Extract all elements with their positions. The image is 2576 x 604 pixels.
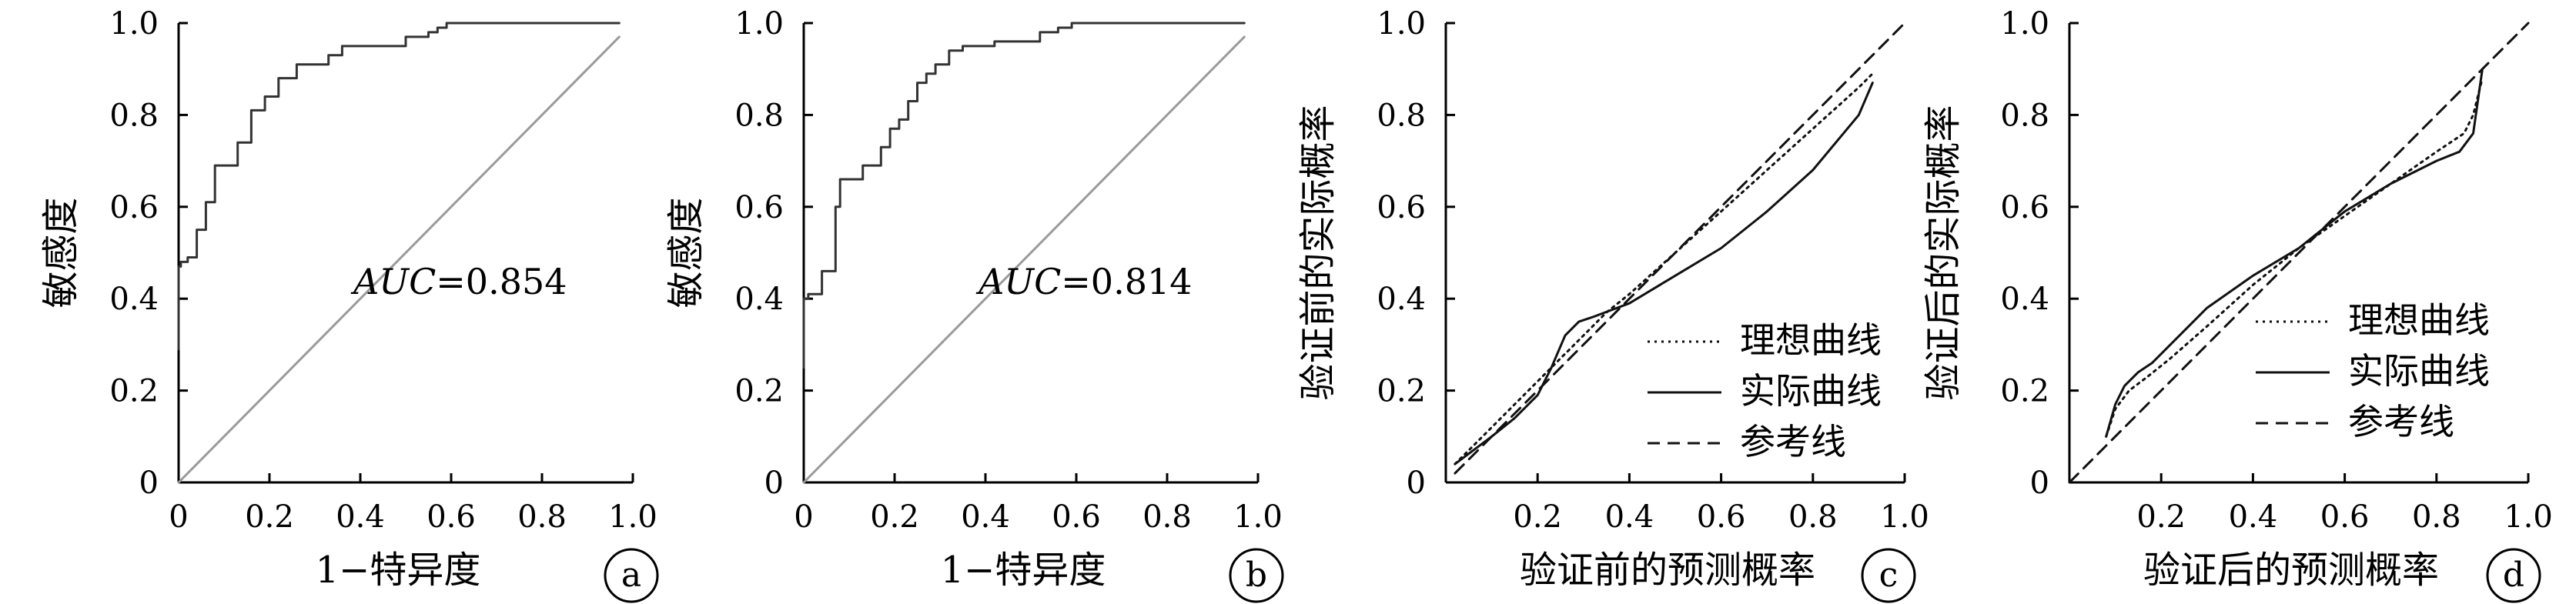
chart-panel-b: 0 0.2 0.4 0.6 0.8 1.0 0 0.2 0.4 0.6 0.8 1.0 1−特异度 敏感度… — [664, 6, 1284, 603]
panel-badge-letter: a — [621, 556, 641, 595]
x-tick-label: 0.4 — [2229, 499, 2278, 535]
y-tick-label: 0.8 — [1377, 98, 1426, 133]
x-axis-title: 验证后的预测概率 — [2143, 549, 2439, 592]
x-tick-label: 1.0 — [1233, 499, 1283, 535]
y-tick-label: 0.2 — [734, 374, 784, 409]
series-diagonal-line — [802, 35, 1246, 484]
y-tick-label: 0.4 — [109, 282, 159, 317]
x-tick-label: 0 — [169, 499, 188, 535]
series-solid-line — [2105, 68, 2484, 438]
x-tick-label: 0.6 — [1697, 499, 1746, 535]
y-tick-label: 1.0 — [734, 6, 784, 42]
series-diagonal-line — [177, 35, 621, 484]
chart-panel-a: 0 0.2 0.4 0.6 0.8 1.0 0 0.2 0.4 0.6 0.8 1.0 1−特异度 敏感度… — [39, 6, 659, 603]
x-tick-label: 1.0 — [1880, 499, 1929, 535]
x-tick-label: 0.2 — [245, 499, 294, 535]
y-tick-label: 0 — [1407, 466, 1426, 501]
panel-badge-letter: d — [2503, 556, 2524, 595]
auc-annotation: AUC=0.814 — [975, 261, 1192, 302]
auc-label: AUC — [350, 261, 436, 302]
x-tick-label: 0.8 — [1788, 499, 1838, 535]
legend-entry: 参考线 — [2348, 401, 2454, 442]
x-tick-label: 0.4 — [336, 499, 385, 535]
y-tick-label: 1.0 — [2000, 6, 2049, 42]
y-tick-label: 0.4 — [1377, 282, 1426, 317]
y-tick-label: 0.6 — [1377, 190, 1426, 225]
series-solid-line — [1454, 82, 1874, 466]
x-tick-label: 0.4 — [961, 499, 1010, 535]
y-tick-label: 0.4 — [734, 282, 784, 317]
series-dashed-line — [2068, 22, 2530, 484]
panel-badge-circle — [1229, 548, 1284, 603]
y-tick-label: 0 — [139, 466, 159, 501]
x-tick-label: 1.0 — [2504, 499, 2553, 535]
y-tick-label: 1.0 — [109, 6, 159, 42]
y-tick-label: 0 — [764, 466, 784, 501]
legend-entry: 理想曲线 — [2348, 299, 2490, 341]
series-roc-step-line — [802, 22, 1246, 369]
x-axis-title: 1−特异度 — [941, 549, 1106, 592]
x-tick-label: 0 — [794, 499, 813, 535]
y-tick-label: 0.2 — [2000, 374, 2049, 409]
x-tick-label: 0.2 — [1513, 499, 1562, 535]
y-tick-label: 0.4 — [2000, 282, 2049, 317]
y-tick-label: 1.0 — [1377, 6, 1426, 42]
auc-value: =0.854 — [436, 261, 567, 302]
x-tick-label: 0.6 — [2320, 499, 2370, 535]
series-dotted-line — [2105, 77, 2484, 438]
x-tick-label: 0.2 — [2136, 499, 2186, 535]
y-tick-label: 0.2 — [109, 374, 159, 409]
x-tick-label: 0.2 — [870, 499, 919, 535]
legend-entry: 实际曲线 — [1740, 370, 1882, 412]
y-axis-title: 验证后的实际概率 — [1922, 105, 1965, 400]
panel-badge-letter: c — [1879, 556, 1899, 595]
x-tick-label: 0.6 — [427, 499, 476, 535]
y-tick-label: 0.8 — [109, 98, 159, 133]
x-tick-label: 0.8 — [517, 499, 567, 535]
y-tick-label: 0.8 — [2000, 98, 2049, 133]
chart-panel-c: 0 0.2 0.4 0.6 0.8 1.0 0.2 0.4 0.6 0.8 1.0 验证前的预测概率 验… — [1296, 6, 1929, 603]
y-tick-label: 0.6 — [2000, 190, 2049, 225]
panel-badge-letter: b — [1246, 556, 1267, 595]
auc-value: =0.814 — [1061, 261, 1192, 302]
x-tick-label: 0.6 — [1052, 499, 1101, 535]
x-axis-title: 1−特异度 — [316, 549, 481, 592]
panel-badge-circle — [604, 548, 659, 603]
series-dashed-line — [1454, 22, 1906, 475]
legend-entry: 实际曲线 — [2348, 350, 2490, 392]
y-axis-title: 敏感度 — [39, 197, 82, 308]
y-axis-title: 敏感度 — [664, 197, 708, 308]
y-axis-title: 验证前的实际概率 — [1296, 105, 1340, 400]
panel-badge-circle — [1861, 548, 1916, 603]
x-tick-label: 0.8 — [2412, 499, 2461, 535]
panel-badge-circle — [2486, 548, 2541, 603]
legend-entry: 理想曲线 — [1740, 319, 1882, 361]
x-tick-label: 1.0 — [608, 499, 657, 535]
auc-label: AUC — [975, 261, 1061, 302]
y-tick-label: 0.2 — [1377, 374, 1426, 409]
y-tick-label: 0.6 — [109, 190, 159, 225]
legend-entry: 参考线 — [1740, 421, 1846, 462]
x-tick-label: 0.8 — [1142, 499, 1192, 535]
auc-annotation: AUC=0.854 — [350, 261, 567, 302]
x-tick-label: 0.4 — [1605, 499, 1654, 535]
chart-panel-d: 0 0.2 0.4 0.6 0.8 1.0 0.2 0.4 0.6 0.8 1.0 验证后的预测概率 验… — [1922, 6, 2553, 603]
series-roc-step-line — [177, 22, 621, 351]
x-axis-title: 验证前的预测概率 — [1520, 549, 1815, 592]
y-tick-label: 0.8 — [734, 98, 784, 133]
y-tick-label: 0.6 — [734, 190, 784, 225]
y-tick-label: 0 — [2030, 466, 2049, 501]
